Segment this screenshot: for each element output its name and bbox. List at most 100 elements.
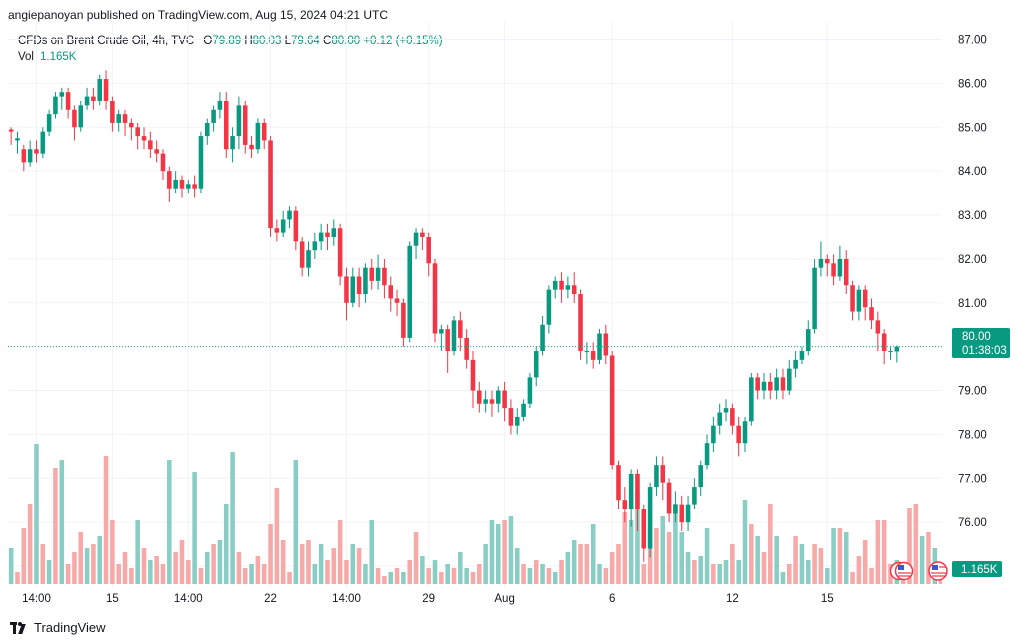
chart-area[interactable]: 87.00 86.00 85.00 84.00 83.00 82.00 81.00 80.00…: [0, 22, 1024, 612]
volume-bar: [186, 560, 191, 584]
volume-bar: [59, 460, 65, 584]
volume-bar: [122, 552, 128, 584]
volume-bar: [514, 548, 520, 584]
volume-bar: [578, 544, 583, 584]
legend-open-value: 79.89: [212, 35, 242, 47]
volume-bar: [907, 508, 912, 584]
candle-body: [774, 377, 779, 391]
candle-body: [299, 241, 305, 268]
volume-bar: [179, 540, 185, 584]
volume-bar: [502, 520, 507, 584]
candle-body: [654, 465, 659, 488]
price-tick-label: 87.00: [958, 35, 987, 47]
volume-bar: [78, 532, 84, 584]
candle-body: [812, 267, 817, 330]
candle-body: [514, 416, 520, 426]
volume-bar: [350, 544, 356, 584]
volume-bar: [287, 572, 292, 584]
legend-high-value: 80.03: [252, 35, 282, 47]
volume-bar: [926, 532, 931, 584]
volume-bar: [850, 572, 855, 584]
candle-body: [192, 184, 197, 189]
candle-body: [21, 149, 27, 163]
candle-body: [730, 408, 735, 426]
candle-body: [805, 329, 811, 352]
event-markers[interactable]: [889, 561, 948, 581]
candlestick-chart[interactable]: 87.00 86.00 85.00 84.00 83.00 82.00 81.00 80.00…: [0, 22, 1024, 612]
volume-bar: [805, 560, 811, 584]
candle-body: [749, 377, 754, 422]
volume-bar: [711, 564, 716, 584]
volume-bar: [369, 520, 375, 584]
legend-vol-label[interactable]: Vol: [18, 51, 34, 63]
volume-bar: [242, 568, 248, 584]
volume-bar: [736, 560, 741, 584]
price-badge-bg: [952, 328, 1010, 358]
candle-body: [584, 351, 590, 353]
time-tick-label: 6: [609, 593, 615, 605]
time-axis[interactable]: 14:00 15 14:00 22 14:00 29 Aug 6 12 15: [22, 593, 834, 605]
candle-body: [236, 105, 242, 137]
candle-body: [736, 425, 741, 444]
volume-bar: [875, 520, 881, 584]
volume-bar: [8, 548, 14, 584]
volume-bar: [160, 564, 166, 584]
candle-body: [356, 276, 362, 295]
candle-body: [565, 285, 571, 290]
candle-body: [280, 219, 286, 233]
candle-body: [717, 412, 722, 426]
candle-body: [103, 79, 109, 101]
volume-bar: [439, 572, 444, 584]
volume-bar: [426, 568, 431, 584]
candle-body: [628, 473, 634, 510]
volume-bar: [407, 560, 412, 584]
volume-bar: [609, 552, 615, 584]
price-badge-value: 80.00: [962, 331, 991, 343]
candle-body: [173, 179, 178, 189]
candle-body: [65, 92, 71, 110]
candle-body: [521, 403, 526, 417]
legend-open-label: O: [203, 35, 213, 47]
volume-bar: [198, 568, 204, 584]
candle-body: [660, 465, 666, 483]
volume-bar: [306, 540, 311, 584]
candle-body: [837, 258, 843, 277]
candle-body: [508, 408, 514, 426]
candle-body: [477, 390, 482, 404]
volume-bar: [603, 568, 609, 584]
volume-bar: [571, 540, 577, 584]
candle-body: [704, 443, 710, 466]
candle-body: [198, 136, 204, 189]
candle-body: [318, 232, 324, 242]
volume-badge-bg: [952, 561, 1002, 577]
countdown-badge: 01:38:03: [962, 345, 1007, 357]
volume-bar: [21, 528, 27, 584]
volume-bar: [692, 560, 697, 584]
volume-bar: [261, 564, 267, 584]
candle-body: [755, 377, 760, 391]
volume-bar: [46, 560, 52, 584]
candles: [8, 70, 900, 562]
candle-body: [27, 149, 33, 163]
volume-bar: [559, 560, 564, 584]
volume-bar: [590, 524, 596, 584]
candle-body: [40, 131, 46, 154]
volume-bar: [299, 544, 305, 584]
candle-body: [91, 96, 96, 101]
us-flag-icon[interactable]: [928, 561, 948, 581]
candle-body: [167, 171, 172, 189]
legend-close-label: C: [323, 35, 332, 47]
candle-body: [337, 228, 343, 277]
volume-bar: [148, 560, 153, 584]
candle-body: [122, 114, 128, 123]
volume-bar: [508, 516, 514, 584]
candle-body: [129, 122, 134, 128]
candle-body: [533, 351, 539, 378]
candle-body: [110, 100, 115, 123]
volume-bar: [723, 560, 729, 584]
tradingview-brand[interactable]: TradingView: [10, 620, 106, 635]
legend-symbol[interactable]: CFDs on Brent Crude Oil, 4h, TVC: [18, 35, 195, 47]
us-flag-icon[interactable]: [889, 561, 914, 581]
candle-body: [489, 399, 495, 404]
volume-bar: [167, 460, 172, 584]
